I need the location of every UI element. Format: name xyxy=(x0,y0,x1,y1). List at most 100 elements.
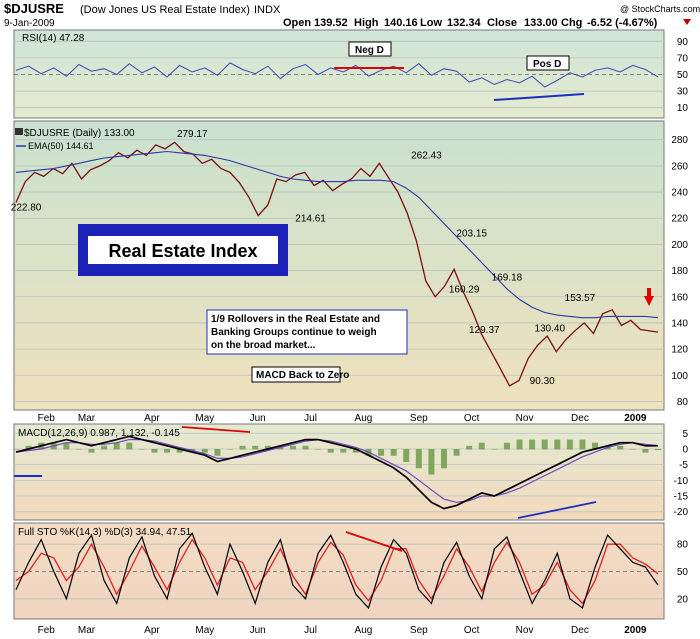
x-axis-tick-label: Feb xyxy=(38,625,56,636)
macd-histogram-bar xyxy=(541,439,548,450)
note-box xyxy=(206,309,408,355)
x-axis-tick-label: Jul xyxy=(304,625,317,636)
price-line xyxy=(15,141,659,387)
price-data-label: 214.61 xyxy=(295,213,326,224)
price-tick-label: 100 xyxy=(671,371,688,382)
x-axis-tick-label: Dec xyxy=(571,625,589,636)
exchange: INDX xyxy=(254,4,281,16)
macd-histogram-bar xyxy=(453,448,460,456)
title-box-text: Real Estate Index xyxy=(108,241,257,261)
macd-note: MACD Back to Zero xyxy=(256,370,349,381)
macd-histogram-bar xyxy=(13,448,19,450)
chart-header: $DJUSRE (Dow Jones US Real Estate Index)… xyxy=(4,1,700,29)
stochastic-panel: 80 50 20 Full STO %K(14,3) %D(3) 34.94, 47… xyxy=(13,522,689,620)
macd-signal-line xyxy=(15,438,659,503)
x-axis-labels-bottom: Feb Mar Apr May Jun Jul Aug Sep Oct Nov Dec 2009 xyxy=(38,625,647,636)
open-label: Open xyxy=(283,17,311,29)
macd-histogram-bar xyxy=(352,448,359,453)
macd-histogram-bar xyxy=(566,439,573,450)
symbol: $DJUSRE xyxy=(4,1,64,16)
price-data-label: 203.15 xyxy=(456,228,487,239)
macd-histogram xyxy=(13,439,661,475)
macd-histogram-bar xyxy=(164,448,171,453)
price-tick-label: 160 xyxy=(671,292,688,303)
index-name: (Dow Jones US Real Estate Index) xyxy=(80,4,250,16)
macd-histogram-bar xyxy=(289,445,296,450)
low-value: 132.34 xyxy=(447,17,482,29)
x-axis-tick-label: Apr xyxy=(144,625,160,636)
macd-tick-label: -5 xyxy=(679,460,688,471)
rsi-ticks: 10 30 50 70 90 xyxy=(677,37,689,114)
x-axis-tick-label: Mar xyxy=(78,413,96,424)
x-axis-tick-label: Sep xyxy=(410,625,428,636)
x-axis-tick-label: Jun xyxy=(250,625,266,636)
x-axis-tick-label: Apr xyxy=(144,413,160,424)
price-tick-label: 120 xyxy=(671,345,688,356)
macd-histogram-bar xyxy=(617,445,624,450)
macd-title: MACD(12,26,9) 0.987, 1.132, -0.145 xyxy=(18,428,180,439)
macd-histogram-bar xyxy=(441,448,447,469)
rsi-panel: 10 30 50 70 90 RSI(14) 47.28 Neg D Pos D xyxy=(13,29,689,119)
x-axis-tick-label: Sep xyxy=(410,413,428,424)
pos-d-box xyxy=(526,55,570,71)
pos-d-label: Pos D xyxy=(533,59,561,70)
rsi-tick-label: 90 xyxy=(677,37,689,48)
macd-histogram-bar xyxy=(214,448,221,456)
x-axis-tick-label: Aug xyxy=(355,625,373,636)
macd-histogram-bar xyxy=(629,448,636,450)
macd-histogram-bar xyxy=(529,439,536,450)
sto-title: Full STO %K(14,3) %D(3) 34.94, 47.51 xyxy=(18,527,192,538)
macd-histogram-bar xyxy=(138,448,145,450)
macd-histogram-bar xyxy=(252,445,259,450)
rsi-line xyxy=(15,62,659,88)
x-axis-tick-label: Mar xyxy=(78,625,96,636)
macd-histogram-bar xyxy=(554,439,561,450)
price-ticks: 80 100 120 140 160 180 200 220 240 260 280 xyxy=(671,135,688,408)
sto-grid xyxy=(14,543,664,600)
macd-red-trendline xyxy=(181,426,251,433)
macd-histogram-bar xyxy=(176,448,183,453)
price-tick-label: 260 xyxy=(671,161,688,172)
price-data-labels: 222.80 279.17 214.61 262.43 203.15 160.29 169.… xyxy=(11,129,596,387)
sto-tick-label: 80 xyxy=(677,540,689,551)
price-tick-label: 280 xyxy=(671,135,688,146)
price-tick-label: 200 xyxy=(671,240,688,251)
macd-histogram-bar xyxy=(390,448,397,456)
x-axis-labels: Feb Mar Apr May Jun Jul Aug Sep Oct Nov Dec 2009 xyxy=(38,413,647,424)
x-axis-tick-label: Aug xyxy=(355,413,373,424)
open-value: 139.52 xyxy=(314,17,348,29)
macd-histogram-bar xyxy=(466,445,473,450)
macd-histogram-bar xyxy=(227,448,233,450)
macd-tick-label: 5 xyxy=(682,429,688,440)
price-data-label: 222.80 xyxy=(11,203,42,214)
sto-panel-bg xyxy=(13,522,665,620)
macd-histogram-bar xyxy=(151,448,158,453)
macd-tick-label: -15 xyxy=(674,492,689,503)
rsi-tick-label: 30 xyxy=(677,87,689,98)
macd-histogram-bar xyxy=(113,442,120,450)
macd-histogram-bar xyxy=(403,448,410,463)
macd-histogram-bar xyxy=(340,448,347,453)
macd-histogram-bar xyxy=(579,439,586,450)
price-data-label: 160.29 xyxy=(449,284,480,295)
neg-d-label: Neg D xyxy=(355,45,384,56)
low-label: Low xyxy=(420,17,442,29)
macd-tick-label: 0 xyxy=(682,444,688,455)
high-value: 140.16 xyxy=(384,17,418,29)
chg-value: -6.52 (-4.67%) xyxy=(587,17,658,29)
arrow-stem xyxy=(647,288,651,296)
sto-red-trendline xyxy=(345,531,403,552)
neg-d-box xyxy=(348,41,392,57)
rsi-tick-label: 50 xyxy=(677,70,689,81)
macd-histogram-bar xyxy=(415,448,422,469)
price-legend-icon xyxy=(15,128,23,135)
macd-histogram-bar xyxy=(239,445,246,450)
x-axis-tick-label: May xyxy=(195,625,214,636)
macd-histogram-bar xyxy=(516,439,523,450)
x-axis-tick-label: Nov xyxy=(516,413,534,424)
macd-blue-trendline xyxy=(517,501,597,519)
macd-histogram-bar xyxy=(478,442,485,450)
price-tick-label: 240 xyxy=(671,188,688,199)
